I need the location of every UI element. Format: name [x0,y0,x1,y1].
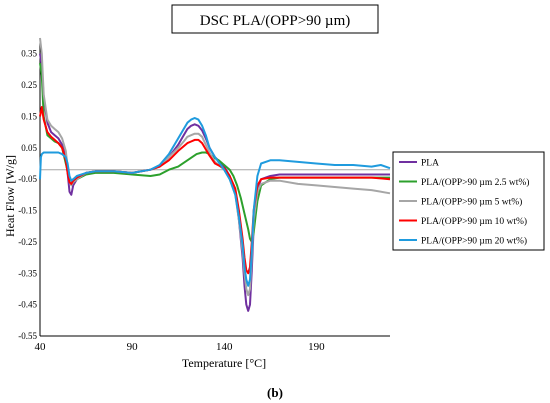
y-axis-label: Heat Flow [W/g] [3,155,17,237]
y-tick-labels: 0.35 0.25 0.15 0.05 -0.05 -0.15 -0.25 -0.35 -0.4… [18,49,37,341]
legend-label: PLA [421,159,439,169]
y-tick-label: -0.15 [18,206,37,216]
series-line-2 [39,37,391,297]
y-tick-label: 0.35 [21,49,37,59]
x-tick-label: 90 [127,341,139,353]
legend-label: PLA/(OPP>90 µm 10 wt%) [421,216,527,227]
chart-title-box [171,4,379,34]
legend-label: PLA/(OPP>90 µm 2.5 wt%) [421,177,529,188]
x-tick-label: 40 [35,341,47,353]
x-axis-label: Temperature [°C] [182,356,266,370]
y-tick-label: -0.05 [18,174,37,184]
y-tick-label: 0.15 [21,111,37,121]
series-line-3 [39,106,391,275]
legend: PLA PLA/(OPP>90 µm 2.5 wt%) PLA/(OPP>90 µm… [399,159,529,247]
legend-label: PLA/(OPP>90 µm 20 wt%) [421,236,527,247]
series-line-4 [39,117,391,287]
y-tick-label: -0.25 [18,237,37,247]
legend-item: PLA/(OPP>90 µm 2.5 wt%) [399,177,529,188]
y-tick-label: 0.25 [21,80,37,90]
y-tick-label: -0.35 [18,268,37,278]
y-tick-label: -0.45 [18,300,37,310]
y-tick-label: 0.05 [21,143,37,153]
series-lines [39,37,391,312]
legend-item: PLA/(OPP>90 µm 5 wt%) [399,197,522,208]
legend-item: PLA/(OPP>90 µm 20 wt%) [399,236,527,247]
legend-item: PLA [399,159,439,169]
x-tick-label: 190 [308,341,325,353]
legend-box [392,151,545,251]
chart-title: DSC PLA/(OPP>90 µm) [200,13,350,29]
x-tick-labels: 40 90 140 190 [35,341,326,353]
figure-caption: (b) [267,385,283,400]
series-line-1 [39,62,390,243]
legend-item: PLA/(OPP>90 µm 10 wt%) [399,216,527,227]
x-tick-label: 140 [216,341,233,353]
legend-label: PLA/(OPP>90 µm 5 wt%) [421,197,522,208]
series-line-0 [39,53,390,312]
y-tick-label: -0.55 [18,331,37,341]
